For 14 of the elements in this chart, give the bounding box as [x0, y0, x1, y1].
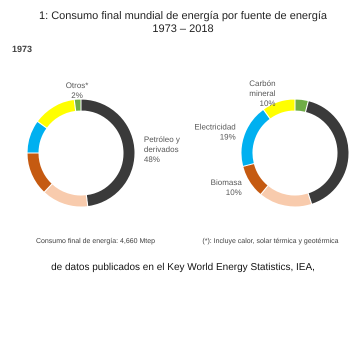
slice-label: Petróleo y derivados [144, 135, 180, 154]
slice-label: Biomasa [210, 178, 242, 187]
slice-label: Otros* [66, 81, 88, 90]
text: de datos publicados en el Key World Energy Statistics, IEA, [50, 262, 316, 273]
data-label: 10% [226, 188, 242, 197]
data-label: 2% [71, 91, 83, 100]
data-label: 10% [260, 99, 276, 108]
chart-subtitle: 1973 – 2018 [151, 23, 215, 36]
slice-label: Carbón mineral [249, 79, 276, 98]
data-label: 48% [144, 155, 160, 164]
legend-title: 1973 [11, 44, 34, 56]
chart-title: 1: Consumo final mundial de energía por fuente de energía [38, 10, 328, 23]
slice-label: Electricidad [194, 122, 236, 132]
data-label: 19% [220, 132, 236, 142]
